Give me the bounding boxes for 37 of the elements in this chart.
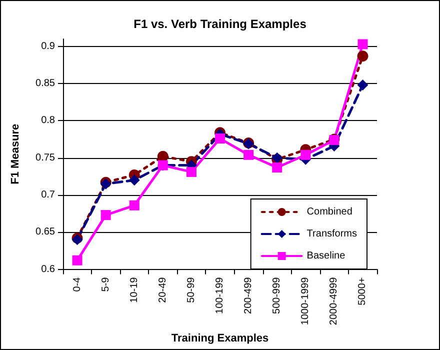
x-tick-label: 100-199 (214, 276, 226, 314)
x-tick-label: 1000-1999 (300, 276, 312, 326)
x-tick-label: 200-499 (243, 276, 254, 314)
x-tick-label: 20-49 (157, 276, 168, 303)
legend-label: Transforms (306, 228, 358, 240)
point (357, 80, 368, 91)
point (357, 50, 368, 62)
x-tick-label: 5000+ (357, 277, 368, 306)
point (72, 255, 82, 266)
chart-title: F1 vs. Verb Training Examples (134, 17, 307, 31)
x-tick-label: 2000-4999 (328, 276, 340, 326)
y-tick-label: 0.9 (41, 40, 56, 52)
legend-label: Combined (306, 206, 352, 218)
x-tick-label: 0-4 (72, 276, 83, 292)
point (244, 150, 254, 160)
y-tick-label: 0.6 (41, 264, 56, 275)
point (128, 174, 140, 186)
point (272, 162, 282, 173)
point (129, 200, 140, 210)
y-axis-title: F1 Measure (10, 124, 22, 184)
x-tick-label: 500-999 (272, 276, 283, 314)
point (100, 210, 111, 220)
y-tick-label: 0.8 (41, 115, 56, 126)
x-tick-label: 5-9 (100, 276, 112, 292)
point (358, 39, 368, 50)
point (215, 134, 225, 144)
y-tick-label: 0.7 (41, 189, 56, 200)
point (300, 150, 311, 160)
point (157, 150, 168, 162)
x-tick-label: 50-99 (186, 276, 197, 303)
y-tick-label: 0.75 (36, 152, 56, 164)
x-axis-title: Training Examples (171, 332, 269, 344)
legend-label: Baseline (306, 250, 346, 262)
x-tick-label: 10-19 (128, 276, 140, 303)
y-tick-label: 0.65 (36, 226, 56, 238)
point (186, 166, 196, 177)
y-tick-label: 0.85 (36, 78, 56, 90)
